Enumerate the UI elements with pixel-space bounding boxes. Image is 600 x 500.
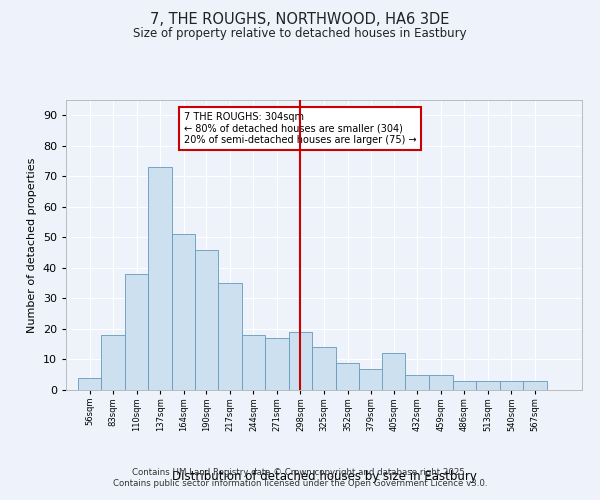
Bar [359,368,383,390]
Bar [312,348,336,390]
Bar [125,274,148,390]
Bar [101,335,125,390]
Y-axis label: Number of detached properties: Number of detached properties [27,158,37,332]
Bar [406,374,429,390]
X-axis label: Distribution of detached houses by size in Eastbury: Distribution of detached houses by size … [172,470,476,482]
Text: 7 THE ROUGHS: 304sqm
← 80% of detached houses are smaller (304)
20% of semi-deta: 7 THE ROUGHS: 304sqm ← 80% of detached h… [184,112,416,146]
Bar [336,362,359,390]
Bar [194,250,218,390]
Bar [218,283,242,390]
Bar [148,167,172,390]
Bar [476,381,500,390]
Text: Contains HM Land Registry data © Crown copyright and database right 2025.
Contai: Contains HM Land Registry data © Crown c… [113,468,487,487]
Bar [265,338,289,390]
Bar [172,234,196,390]
Bar [382,354,406,390]
Text: 7, THE ROUGHS, NORTHWOOD, HA6 3DE: 7, THE ROUGHS, NORTHWOOD, HA6 3DE [151,12,449,28]
Text: Size of property relative to detached houses in Eastbury: Size of property relative to detached ho… [133,28,467,40]
Bar [242,335,265,390]
Bar [429,374,452,390]
Bar [452,381,476,390]
Bar [289,332,312,390]
Bar [500,381,523,390]
Bar [78,378,101,390]
Bar [523,381,547,390]
